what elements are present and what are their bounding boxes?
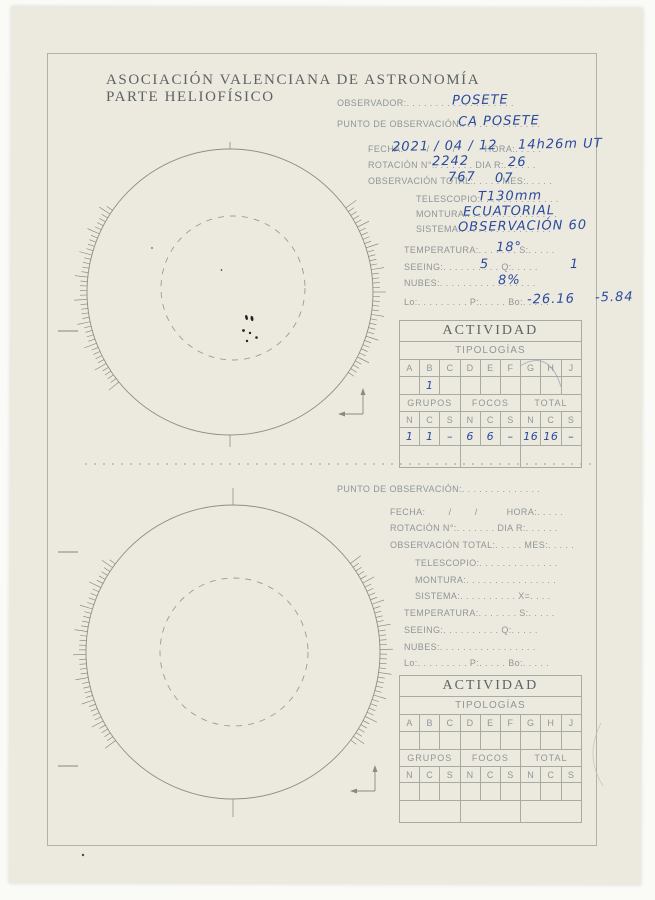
hw-fecha: 2021 / 04 / 12: [391, 138, 498, 155]
field-obs-total-2: OBSERVACIÓN TOTAL:. . . . . MES:. . . . …: [390, 540, 575, 550]
hw-seeing: 5: [479, 256, 490, 273]
hw-sistema: OBSERVACIÓN 60: [457, 217, 588, 236]
hw-nubes: 8%: [497, 272, 521, 289]
field-seeing-2: SEEING:. . . . . . . . . . Q:. . . . .: [404, 625, 538, 635]
counts-values-row: [398, 782, 582, 801]
field-temperatura-2: TEMPERATURA:. . . . . . . S:. . . . .: [404, 608, 555, 618]
tipologias-label: TIPOLOGÍAS: [399, 341, 582, 360]
ncs-header-row: N C S N C S N C S: [398, 766, 582, 783]
group-headers-row: GRUPOS FOCOS TOTAL: [399, 394, 582, 412]
field-observador: OBSERVADOR:. . . . . . . . . . . . . . .…: [337, 98, 514, 108]
org-title: ASOCIACIÓN VALENCIANA DE ASTRONOMÍA: [106, 72, 481, 88]
field-nubes-2: NUBES:. . . . . . . . . . . . . . . . .: [404, 642, 536, 652]
form-border: [47, 53, 597, 846]
typology-values-row: [398, 731, 582, 750]
typology-letters-row: A B C D E F G H J: [398, 714, 582, 732]
field-fecha-hora-2: FECHA: / / HORA:. . . . .: [390, 507, 564, 517]
field-seeing: SEEING:. . . . . . . . . . Q:. . . . .: [404, 262, 538, 272]
field-rotacion-2: ROTACIÓN N°:. . . . . . . DIA R:. . . . …: [390, 523, 558, 533]
field-sistema-2: SISTEMA:. . . . . . . . . . X=. . . .: [415, 591, 551, 601]
activity-table-1: ACTIVIDAD TIPOLOGÍAS A B C D E F G H J 1…: [398, 320, 582, 468]
activity-title: ACTIVIDAD: [399, 320, 582, 342]
hw-obs-total: 767: [447, 169, 476, 186]
hw-dia-r: 26: [507, 154, 527, 171]
hw-temperatura: 18°: [495, 239, 523, 256]
group-headers-row: GRUPOS FOCOS TOTAL: [399, 749, 582, 767]
activity-title: ACTIVIDAD: [399, 675, 582, 697]
typology-values-row: 1: [398, 376, 582, 395]
hw-rotacion: 2242: [431, 153, 470, 170]
empty-bottom-row: [399, 445, 582, 468]
activity-table-2: ACTIVIDAD TIPOLOGÍAS A B C D E F G H J G…: [398, 675, 582, 823]
field-obs-total: OBSERVACIÓN TOTAL:. . . . . MES:. . . . …: [368, 176, 553, 186]
ncs-header-row: N C S N C S N C S: [398, 411, 582, 428]
field-montura-2: MONTURA:. . . . . . . . . . . . . . . .: [415, 575, 557, 585]
field-fecha-hora: FECHA: / / HORA:. . . . .: [368, 144, 542, 154]
hw-q: 1: [569, 256, 580, 273]
hw-telescopio: T130mm: [477, 188, 543, 205]
hw-hora: 14h26m UT: [517, 136, 603, 153]
field-telescopio: TELESCOPIO:. . . . . . . . . . . . . .: [416, 194, 559, 204]
field-lo-p-bo-2: Lo:. . . . . . . . . P:. . . . . Bo:. . …: [404, 658, 550, 668]
field-lo-p-bo: Lo:. . . . . . . . . P:. . . . . Bo:. . …: [404, 297, 550, 307]
form-title: PARTE HELIOFÍSICO: [106, 89, 275, 105]
field-montura: MONTURA:. . . . . . . . . . . . . . . .: [416, 209, 558, 219]
field-punto-2: PUNTO DE OBSERVACIÓN:. . . . . . . . . .…: [337, 484, 541, 494]
hw-punto: CA POSETE: [457, 113, 540, 130]
field-rotacion: ROTACIÓN N°:. . . . . . . DIA R:. . . . …: [368, 160, 536, 170]
hw-observador: POSETE: [451, 92, 509, 109]
field-sistema: SISTEMA:. . . . . . . . . . . . . . . .: [416, 224, 552, 234]
counts-values-row: 1 1 – 6 6 – 16 16 –: [398, 427, 582, 446]
field-temperatura: TEMPERATURA:. . . . . . . S:. . . . .: [404, 245, 555, 255]
hw-montura: ECUATORIAL: [462, 203, 556, 220]
typology-letters-row: A B C D E F G H J: [398, 359, 582, 377]
field-punto: PUNTO DE OBSERVACIÓN:. . . . . . . . . .…: [337, 119, 541, 129]
hw-bo: -5.84: [594, 289, 634, 306]
field-nubes: NUBES:. . . . . . . . . . . . . . . . .: [404, 278, 536, 288]
field-telescopio-2: TELESCOPIO:. . . . . . . . . . . . . .: [415, 558, 558, 568]
tipologias-label: TIPOLOGÍAS: [399, 696, 582, 715]
hw-mes: 07: [494, 170, 514, 187]
hw-p: -26.16: [526, 291, 576, 308]
empty-bottom-row: [399, 800, 582, 823]
